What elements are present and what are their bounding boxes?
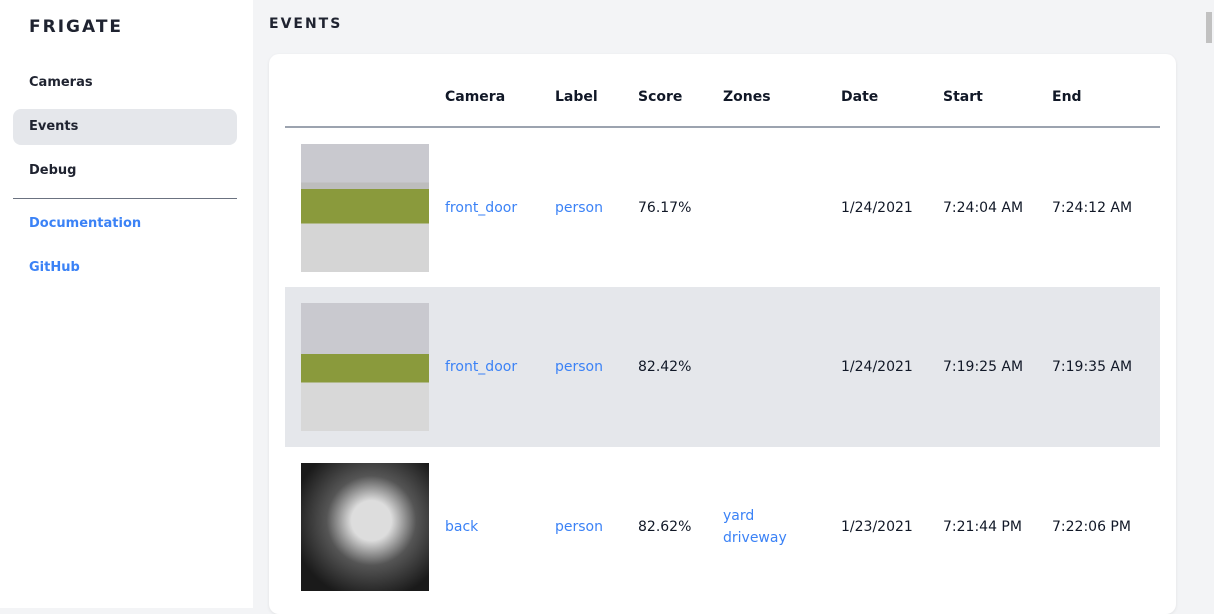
header-start: Start: [943, 54, 1052, 128]
events-card: Camera Label Score Zones Date Start End …: [269, 54, 1176, 614]
event-zones[interactable]: yard driveway: [723, 447, 841, 607]
event-thumbnail[interactable]: [301, 463, 429, 591]
event-row[interactable]: front_door person 76.17% 1/24/2021 7:24:…: [285, 127, 1160, 287]
app-logo: FRIGATE: [29, 17, 124, 37]
event-date: 1/24/2021: [841, 199, 913, 216]
events-table: Camera Label Score Zones Date Start End …: [285, 54, 1160, 607]
event-score: 82.42%: [638, 287, 723, 447]
scrollbar[interactable]: [1204, 0, 1214, 608]
zone-2[interactable]: driveway: [723, 530, 787, 546]
sidebar-item-cameras[interactable]: Cameras: [29, 75, 93, 90]
table-header: Camera Label Score Zones Date Start End: [285, 54, 1160, 128]
header-end: End: [1052, 54, 1160, 128]
header-label: Label: [555, 54, 638, 128]
event-start: 7:21:44 PM: [943, 519, 1022, 535]
github-link[interactable]: GitHub: [29, 260, 80, 275]
event-date: 1/23/2021: [841, 519, 913, 535]
header-zones: Zones: [723, 54, 841, 128]
event-label[interactable]: person: [555, 519, 603, 535]
event-end: 7:24:12 AM: [1052, 199, 1133, 216]
event-row[interactable]: back person 82.62% yard driveway 1/23/202…: [285, 447, 1160, 607]
event-score: 76.17%: [638, 199, 692, 216]
header-date: Date: [841, 54, 943, 128]
header-score: Score: [638, 54, 723, 128]
event-zones[interactable]: [723, 127, 841, 287]
event-thumbnail[interactable]: [301, 303, 429, 431]
sidebar-item-events[interactable]: Events: [13, 109, 237, 145]
event-zones[interactable]: [723, 287, 841, 447]
event-thumbnail[interactable]: [301, 143, 429, 272]
event-label[interactable]: person: [555, 287, 638, 447]
documentation-link[interactable]: Documentation: [29, 216, 142, 231]
event-camera[interactable]: back: [445, 519, 479, 535]
event-score: 82.62%: [638, 519, 692, 535]
event-date: 1/24/2021: [841, 287, 943, 447]
event-camera[interactable]: front_door: [445, 287, 555, 447]
sidebar-item-debug[interactable]: Debug: [29, 163, 77, 178]
scrollbar-thumb[interactable]: [1206, 12, 1212, 43]
zone-1[interactable]: yard: [723, 508, 755, 524]
sidebar: FRIGATE Cameras Events Debug Documentati…: [0, 0, 253, 608]
event-label[interactable]: person: [555, 199, 603, 216]
event-end: 7:22:06 PM: [1052, 519, 1131, 535]
event-camera[interactable]: front_door: [445, 199, 518, 216]
page-title: EVENTS: [269, 16, 343, 32]
event-row[interactable]: front_door person 82.42% 1/24/2021 7:19:…: [285, 287, 1160, 447]
event-end: 7:19:35 AM: [1052, 287, 1160, 447]
event-start: 7:24:04 AM: [943, 199, 1024, 216]
sidebar-divider: [13, 198, 237, 199]
event-start: 7:19:25 AM: [943, 287, 1052, 447]
header-thumbnail: [285, 54, 445, 128]
header-camera: Camera: [445, 54, 555, 128]
